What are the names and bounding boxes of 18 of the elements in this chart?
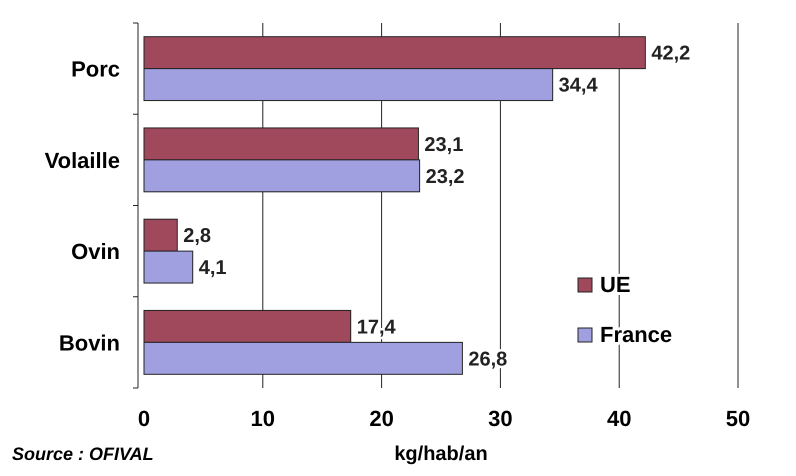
data-label: 42,2: [651, 42, 690, 65]
y-tick-label: Bovin: [58, 330, 120, 356]
data-label: 2,8: [183, 225, 212, 248]
x-tick-label: 10: [250, 406, 276, 431]
y-tick-label: Volaille: [44, 148, 120, 173]
source-note: Source : OFIVAL: [12, 444, 154, 464]
x-tick-label: 30: [488, 406, 513, 431]
x-axis-title: kg/hab/an: [394, 443, 488, 465]
data-label: 34,4: [558, 74, 598, 97]
x-tick-label: 40: [606, 406, 632, 431]
data-label: 23,1: [424, 134, 464, 156]
x-tick-label: 50: [726, 406, 750, 431]
data-label: 23,2: [426, 166, 465, 188]
y-tick-label: Porc: [71, 56, 120, 82]
x-tick-label: 0: [138, 406, 150, 431]
y-tick-label: Ovin: [71, 239, 120, 264]
data-label: 4,1: [198, 257, 227, 280]
x-tick-label: 20: [369, 406, 394, 431]
